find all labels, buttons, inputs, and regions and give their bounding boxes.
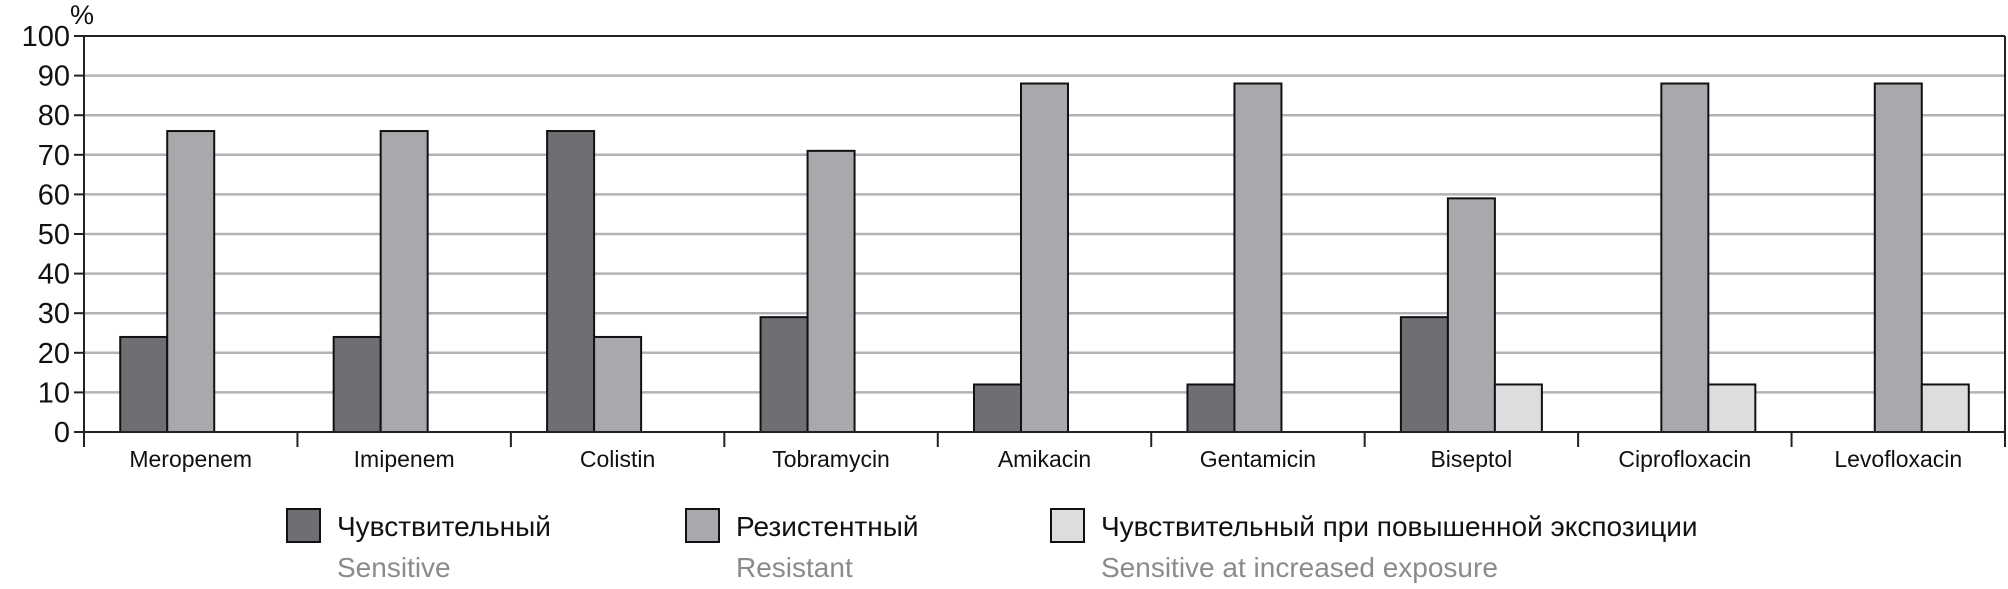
bars <box>119 82 1970 434</box>
x-tick-label: Biseptol <box>1430 446 1512 472</box>
bar-imipenem-series-1 <box>379 130 429 433</box>
y-axis-unit-label: % <box>70 0 94 30</box>
y-tick-label: 90 <box>38 61 70 93</box>
bar-colistin-series-0 <box>546 130 596 433</box>
x-tick-label: Meropenem <box>129 446 252 472</box>
bar-levofloxacin-series-1 <box>1873 82 1923 434</box>
bar-tobramycin-series-0 <box>759 316 809 433</box>
bar-biseptol-series-0 <box>1399 316 1449 433</box>
x-tick-label: Gentamicin <box>1200 446 1316 472</box>
bar-levofloxacin-series-2 <box>1920 383 1970 434</box>
bar-meropenem-series-0 <box>119 335 169 433</box>
y-tick-label: 40 <box>38 259 70 291</box>
axes: 0 10 20 30 40 50 60 70 80 90 100 Meropenem Imipenem C… <box>22 21 2006 472</box>
y-tick-label: 10 <box>38 377 70 409</box>
legend: Чувствительный Sensitive Резистентный Resis… <box>286 508 1698 583</box>
legend-label: Чувствительный при повышенной экспозиции <box>1101 511 1698 542</box>
legend-sublabel: Resistant <box>736 552 853 583</box>
y-tick-label: 80 <box>38 100 70 132</box>
bar-imipenem-series-0 <box>332 335 382 433</box>
x-tick-label: Tobramycin <box>772 446 890 472</box>
y-tick-label: 0 <box>54 417 70 449</box>
y-tick-label: 100 <box>22 21 70 53</box>
x-tick-label: Ciprofloxacin <box>1618 446 1751 472</box>
bar-meropenem-series-1 <box>166 130 216 433</box>
x-tick-label: Amikacin <box>998 446 1091 472</box>
bar-tobramycin-series-1 <box>806 149 856 433</box>
x-tick-label: Levofloxacin <box>1834 446 1962 472</box>
bar-ciprofloxacin-series-1 <box>1660 82 1710 434</box>
y-tick-label: 70 <box>38 140 70 172</box>
legend-swatch <box>685 508 720 543</box>
bar-gentamicin-series-1 <box>1233 82 1283 434</box>
legend-label: Резистентный <box>736 511 918 542</box>
legend-swatch <box>1050 508 1085 543</box>
legend-sublabel: Sensitive <box>337 552 451 583</box>
x-tick-label: Imipenem <box>354 446 455 472</box>
bar-ciprofloxacin-series-2 <box>1707 383 1757 434</box>
bar-biseptol-series-2 <box>1493 383 1543 434</box>
y-tick-label: 60 <box>38 179 70 211</box>
legend-item: Резистентный Resistant <box>685 508 918 583</box>
legend-item: Чувствительный при повышенной экспозиции… <box>1050 508 1698 583</box>
legend-swatch <box>286 508 321 543</box>
bar-colistin-series-1 <box>593 335 643 433</box>
bar-amikacin-series-0 <box>973 383 1022 434</box>
legend-item: Чувствительный Sensitive <box>286 508 551 583</box>
bar-gentamicin-series-0 <box>1186 383 1236 434</box>
y-tick-label: 50 <box>38 219 70 251</box>
bar-biseptol-series-1 <box>1446 197 1496 433</box>
x-tick-label: Colistin <box>580 446 655 472</box>
y-tick-label: 30 <box>38 298 70 330</box>
bar-amikacin-series-1 <box>1020 82 1069 434</box>
legend-label: Чувствительный <box>337 511 551 542</box>
y-tick-label: 20 <box>38 338 70 370</box>
legend-sublabel: Sensitive at increased exposure <box>1101 552 1498 583</box>
